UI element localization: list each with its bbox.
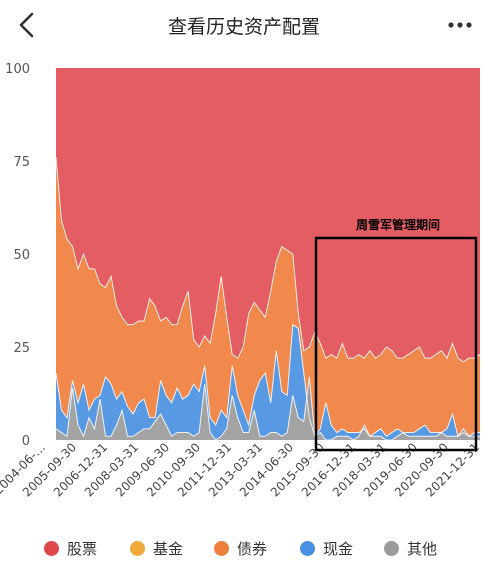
legend-item-fund[interactable]: 基金: [130, 536, 183, 560]
chevron-left-icon[interactable]: [10, 8, 46, 42]
legend-item-bond[interactable]: 债券: [214, 536, 267, 560]
page-title: 查看历史资产配置: [167, 16, 320, 38]
chart-legend: 股票 基金 债券 现金 其他: [0, 536, 488, 560]
y-tick-label: 25: [13, 341, 30, 356]
legend-label-bond: 债券: [237, 539, 268, 558]
y-tick-label: 0: [22, 434, 30, 449]
legend-label-fund: 基金: [153, 539, 184, 558]
top-bar: 查看历史资产配置: [0, 0, 488, 48]
legend-item-other[interactable]: 其他: [384, 536, 437, 560]
series-boundary-fund: [55, 157, 481, 363]
legend-dot-cash: [300, 540, 315, 556]
legend-label-stock: 股票: [67, 539, 98, 558]
highlight-box: [314, 236, 478, 452]
y-tick-label: 75: [13, 155, 30, 170]
series-boundary-other: [55, 376, 480, 441]
area-cash: [56, 324, 480, 440]
legend-dot-fund: [130, 540, 145, 556]
legend-dot-other: [384, 540, 399, 556]
y-tick-label: 100: [5, 62, 30, 77]
legend-item-cash[interactable]: 现金: [300, 536, 353, 560]
stacked-area-chart: 02550751002004-06-…2005-09-302006-12-312…: [0, 62, 482, 499]
highlight-annotation: 周雪军管理期间: [356, 217, 440, 232]
legend-dot-stock: [44, 540, 59, 556]
legend-item-stock[interactable]: 股票: [44, 536, 97, 560]
y-tick-label: 50: [13, 248, 30, 263]
area-bond: [56, 157, 480, 437]
legend-label-cash: 现金: [323, 539, 354, 558]
series-boundary-cash: [55, 323, 480, 438]
legend-label-other: 其他: [407, 539, 438, 558]
area-stock: [56, 68, 480, 362]
area-other: [56, 376, 480, 440]
legend-dot-bond: [214, 540, 229, 556]
more-horizontal-icon[interactable]: [442, 8, 478, 42]
asset-allocation-chart: 0 25 50 75 100 2004-06-… 2005-09-30 2006-12-31 2…: [0, 48, 488, 518]
